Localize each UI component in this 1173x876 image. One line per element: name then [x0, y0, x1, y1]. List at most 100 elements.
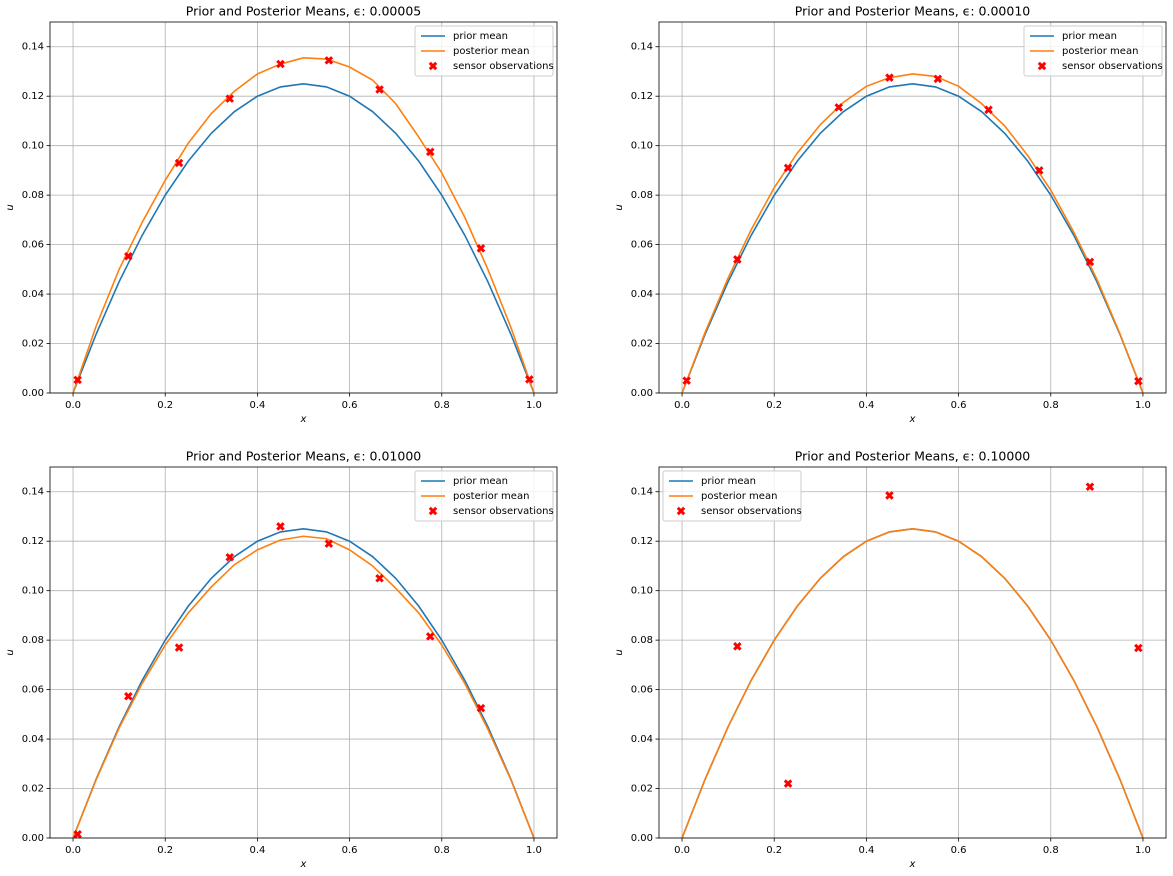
legend-marker [676, 506, 686, 516]
x-tick-label: 0.6 [342, 400, 358, 411]
x-tick-label: 0.6 [951, 400, 967, 411]
y-tick-label: 0.08 [22, 190, 44, 201]
sensor-point [682, 376, 691, 385]
y-tick-label: 0.02 [631, 784, 653, 795]
legend-marker [428, 506, 438, 516]
sensor-point [476, 703, 486, 713]
y-tick-label: 0.00 [631, 388, 653, 399]
sensor-point [885, 73, 894, 82]
sensor-point [73, 830, 82, 838]
sensor-point [783, 163, 793, 173]
legend-box [662, 470, 802, 522]
sensor-point [225, 94, 235, 103]
legend-label: posterior mean [1062, 46, 1138, 57]
subplot: Prior and Posterior Means, ϵ: 0.01000xu0… [5, 449, 558, 870]
sensor-point [276, 59, 285, 69]
axes-frame [49, 21, 558, 394]
legend-marker [1037, 61, 1047, 71]
sensor-point [73, 375, 82, 385]
x-axis-label: x [300, 859, 307, 870]
legend-label: posterior mean [453, 46, 529, 57]
y-tick-label: 0.02 [22, 339, 44, 350]
y-tick-label: 0.08 [631, 190, 653, 201]
y-tick-label: 0.00 [22, 833, 44, 844]
chart-title: Prior and Posterior Means, ϵ: 0.00005 [186, 4, 421, 19]
line [681, 528, 1144, 838]
legend-box [1023, 25, 1163, 77]
axes-frame [658, 466, 1167, 839]
sensor-point [933, 74, 943, 84]
sensor-point [1085, 482, 1095, 492]
y-tick-label: 0.06 [22, 240, 44, 251]
sensor-point [174, 643, 184, 652]
legend-label: sensor observations [453, 506, 554, 517]
line [72, 535, 535, 838]
chart-title: Prior and Posterior Means, ϵ: 0.01000 [186, 449, 422, 464]
x-tick-label: 0.2 [157, 845, 173, 856]
sensor-point [984, 105, 993, 115]
sensor-point [1034, 166, 1044, 175]
y-tick-label: 0.02 [631, 339, 653, 350]
x-tick-label: 0.0 [65, 400, 81, 411]
x-axis-label: x [300, 414, 307, 425]
y-tick-label: 0.10 [631, 141, 653, 152]
plot-area [681, 73, 1144, 393]
sensor-point [1085, 257, 1095, 267]
y-tick-label: 0.14 [631, 487, 653, 498]
x-tick-label: 0.8 [1043, 845, 1059, 856]
x-tick-label: 0.8 [434, 845, 450, 856]
sensor-point [834, 103, 844, 112]
sensor-point [124, 692, 133, 701]
sensor-point [1134, 643, 1143, 653]
sensor-point [324, 539, 334, 548]
y-tick-label: 0.04 [22, 734, 44, 745]
sensor-point [733, 642, 742, 651]
x-tick-label: 0.0 [674, 400, 690, 411]
legend-label: sensor observations [701, 506, 802, 517]
y-tick-label: 0.10 [631, 586, 653, 597]
chart-title: Prior and Posterior Means, ϵ: 0.00010 [795, 4, 1031, 19]
x-tick-label: 0.4 [858, 845, 874, 856]
y-tick-label: 0.08 [631, 635, 653, 646]
legend: prior mean posterior mean sensor observati… [414, 25, 554, 77]
sensor-point [885, 491, 894, 500]
x-tick-label: 0.6 [342, 845, 358, 856]
x-axis-label: x [909, 414, 916, 425]
sensor-point [425, 147, 435, 157]
y-tick-label: 0.14 [22, 42, 44, 53]
y-tick-label: 0.04 [631, 734, 653, 745]
sensor-point [476, 244, 486, 253]
legend: prior mean posterior mean sensor observati… [1023, 25, 1163, 77]
y-tick-label: 0.10 [22, 586, 44, 597]
axes-frame [658, 21, 1167, 394]
y-tick-label: 0.14 [631, 42, 653, 53]
x-tick-label: 1.0 [526, 845, 542, 856]
y-axis-label: u [614, 649, 625, 655]
x-tick-label: 1.0 [1135, 400, 1151, 411]
legend-label: prior mean [701, 476, 756, 487]
x-tick-label: 0.8 [434, 400, 450, 411]
sensor-point [174, 158, 184, 168]
line [72, 57, 535, 393]
y-tick-label: 0.14 [22, 487, 44, 498]
y-tick-label: 0.06 [631, 240, 653, 251]
x-tick-label: 0.0 [65, 845, 81, 856]
line [681, 73, 1144, 393]
y-tick-label: 0.10 [22, 141, 44, 152]
x-tick-label: 1.0 [526, 400, 542, 411]
y-axis-label: u [5, 649, 16, 655]
y-tick-label: 0.12 [631, 91, 653, 102]
sensor-point [375, 85, 384, 94]
x-tick-label: 0.2 [766, 400, 782, 411]
line [681, 528, 1144, 838]
x-tick-label: 0.4 [858, 400, 874, 411]
x-tick-label: 0.4 [249, 400, 265, 411]
y-tick-label: 0.08 [22, 635, 44, 646]
plot-area [72, 522, 535, 838]
subplot: Prior and Posterior Means, ϵ: 0.00005xu0… [5, 4, 558, 425]
legend-label: posterior mean [453, 491, 529, 502]
legend-label: prior mean [453, 31, 508, 42]
line [72, 83, 535, 393]
